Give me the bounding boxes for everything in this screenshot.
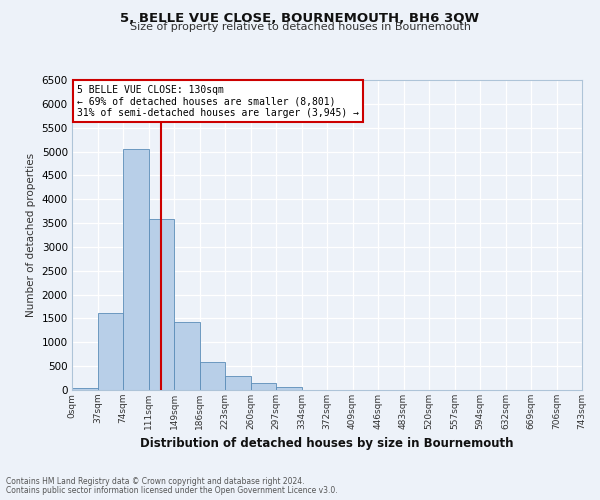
Y-axis label: Number of detached properties: Number of detached properties	[26, 153, 36, 317]
Bar	[276, 387, 302, 390]
Bar	[199, 362, 225, 390]
Text: Contains public sector information licensed under the Open Government Licence v3: Contains public sector information licen…	[6, 486, 338, 495]
Bar	[225, 376, 251, 390]
Bar	[149, 220, 174, 390]
Bar	[123, 148, 149, 390]
Text: 5, BELLE VUE CLOSE, BOURNEMOUTH, BH6 3QW: 5, BELLE VUE CLOSE, BOURNEMOUTH, BH6 3QW	[121, 12, 479, 26]
Bar	[97, 312, 123, 390]
Bar	[72, 388, 97, 390]
X-axis label: Distribution of detached houses by size in Bournemouth: Distribution of detached houses by size …	[140, 438, 514, 450]
Text: 5 BELLE VUE CLOSE: 130sqm
← 69% of detached houses are smaller (8,801)
31% of se: 5 BELLE VUE CLOSE: 130sqm ← 69% of detac…	[77, 84, 359, 118]
Bar	[251, 384, 276, 390]
Text: Size of property relative to detached houses in Bournemouth: Size of property relative to detached ho…	[130, 22, 470, 32]
Bar	[174, 322, 199, 390]
Text: Contains HM Land Registry data © Crown copyright and database right 2024.: Contains HM Land Registry data © Crown c…	[6, 477, 305, 486]
